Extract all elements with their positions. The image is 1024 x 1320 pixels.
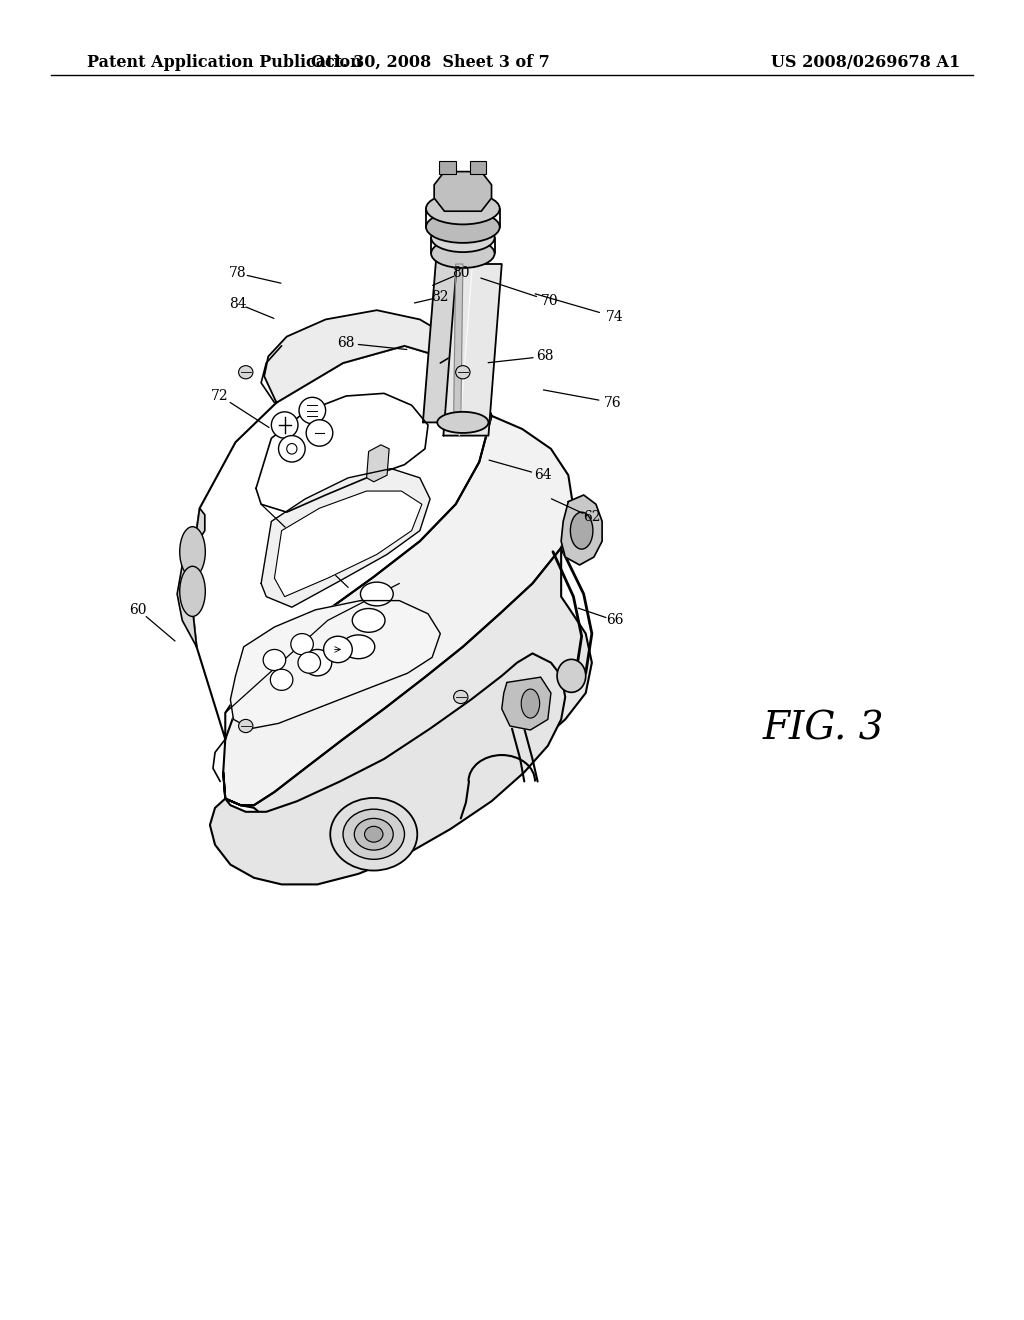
Text: 64: 64 <box>534 469 552 482</box>
Polygon shape <box>223 383 573 805</box>
Bar <box>470 161 486 174</box>
Ellipse shape <box>270 669 293 690</box>
Ellipse shape <box>354 818 393 850</box>
Ellipse shape <box>360 582 393 606</box>
Ellipse shape <box>299 397 326 424</box>
Text: 74: 74 <box>605 310 624 323</box>
Ellipse shape <box>431 223 495 252</box>
Text: 62: 62 <box>583 511 601 524</box>
Polygon shape <box>434 172 492 211</box>
Polygon shape <box>367 445 389 482</box>
Ellipse shape <box>279 436 305 462</box>
Text: 66: 66 <box>605 614 624 627</box>
Ellipse shape <box>303 649 332 676</box>
Ellipse shape <box>365 826 383 842</box>
Ellipse shape <box>291 634 313 655</box>
Polygon shape <box>223 548 592 858</box>
Polygon shape <box>443 264 502 436</box>
Ellipse shape <box>306 420 333 446</box>
Text: 72: 72 <box>211 389 229 403</box>
Polygon shape <box>177 508 205 647</box>
Ellipse shape <box>343 809 404 859</box>
Ellipse shape <box>263 649 286 671</box>
Ellipse shape <box>521 689 540 718</box>
Polygon shape <box>210 653 565 884</box>
Polygon shape <box>502 677 551 730</box>
Polygon shape <box>189 346 492 739</box>
Ellipse shape <box>570 512 593 549</box>
Ellipse shape <box>271 412 298 438</box>
Polygon shape <box>261 469 430 607</box>
Bar <box>439 161 456 174</box>
Text: FIG. 3: FIG. 3 <box>763 710 885 747</box>
Ellipse shape <box>324 636 352 663</box>
Polygon shape <box>561 495 602 565</box>
Polygon shape <box>454 264 463 422</box>
Text: 84: 84 <box>228 297 247 310</box>
Text: 76: 76 <box>603 396 622 409</box>
Text: 68: 68 <box>337 337 355 350</box>
Ellipse shape <box>342 635 375 659</box>
Ellipse shape <box>239 366 253 379</box>
Text: 70: 70 <box>541 294 559 308</box>
Ellipse shape <box>330 797 418 871</box>
Text: 82: 82 <box>431 290 450 304</box>
Text: 80: 80 <box>452 267 470 280</box>
Polygon shape <box>274 491 422 597</box>
Polygon shape <box>256 393 428 512</box>
Ellipse shape <box>352 609 385 632</box>
Ellipse shape <box>426 193 500 224</box>
Polygon shape <box>230 601 440 729</box>
Text: 60: 60 <box>129 603 147 616</box>
Ellipse shape <box>454 690 468 704</box>
Polygon shape <box>264 310 473 403</box>
Text: Patent Application Publication: Patent Application Publication <box>87 54 361 70</box>
Ellipse shape <box>298 652 321 673</box>
Text: Oct. 30, 2008  Sheet 3 of 7: Oct. 30, 2008 Sheet 3 of 7 <box>310 54 550 70</box>
Ellipse shape <box>239 719 253 733</box>
Text: 78: 78 <box>228 267 247 280</box>
Ellipse shape <box>426 211 500 243</box>
Ellipse shape <box>431 239 495 268</box>
Text: US 2008/0269678 A1: US 2008/0269678 A1 <box>771 54 959 70</box>
Ellipse shape <box>180 527 205 577</box>
Polygon shape <box>423 257 481 422</box>
Ellipse shape <box>180 566 205 616</box>
Ellipse shape <box>456 366 470 379</box>
Ellipse shape <box>437 412 488 433</box>
Ellipse shape <box>557 660 586 692</box>
Text: 68: 68 <box>536 350 554 363</box>
